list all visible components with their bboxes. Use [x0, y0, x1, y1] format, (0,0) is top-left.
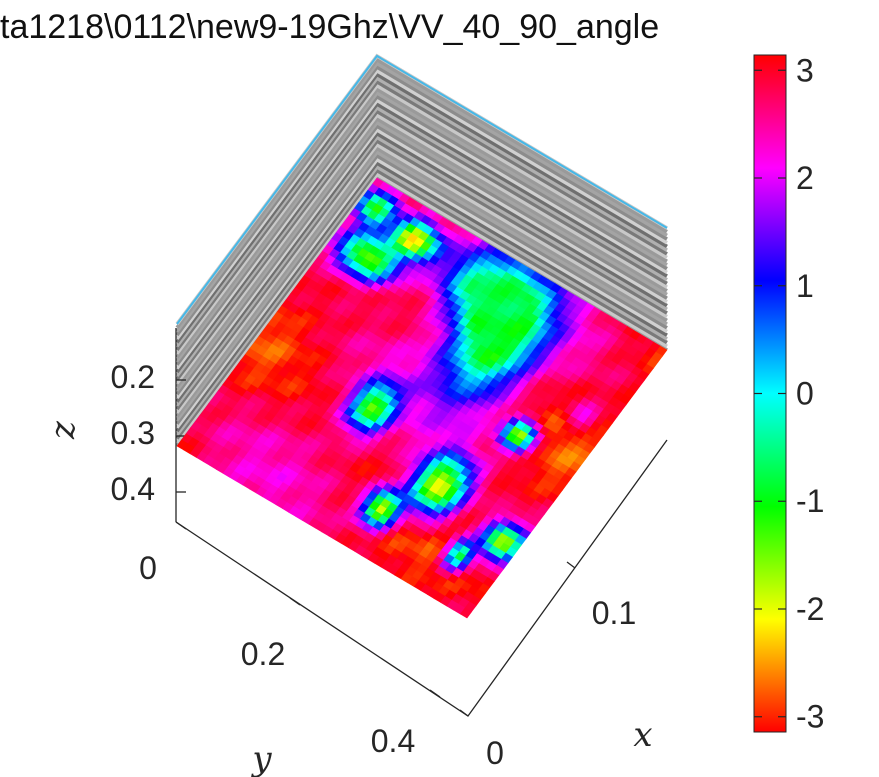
wall-slice-line — [175, 157, 668, 429]
z-tick-label: 0.4 — [111, 471, 155, 507]
wall-slice-line — [175, 120, 668, 392]
y-axis: 0 0.2 0.4 y — [139, 550, 415, 777]
wall-slice-line — [175, 101, 668, 374]
stacked-slice-walls — [175, 53, 668, 448]
wall-slice-line — [175, 64, 668, 337]
axis-tick — [429, 689, 441, 698]
wall-slice-line — [175, 83, 668, 355]
wall-slice-line — [175, 134, 668, 407]
phase-slice-heatmap — [176, 177, 668, 619]
wall-slice-line — [175, 105, 668, 377]
wall-slice-line — [175, 75, 668, 348]
axis-tick — [175, 521, 187, 530]
colorbar: 3 2 1 0 -1 -2 -3 — [753, 52, 824, 735]
colorbar-tick-label: -3 — [796, 699, 824, 735]
z-tick-label: 0.3 — [111, 415, 155, 451]
x-axis-label: x — [633, 715, 652, 755]
wall-slice-line — [175, 97, 668, 370]
wall-slice-line — [175, 72, 668, 344]
y-tick-label: 0 — [139, 550, 157, 586]
wall-slice-line — [175, 57, 668, 329]
axis-tick — [459, 709, 469, 717]
wall-slice-line — [175, 116, 668, 388]
axis-tick — [566, 561, 576, 569]
wall-slice-line — [175, 112, 668, 385]
z-axis: 0.2 0.3 0.4 z — [43, 359, 155, 507]
wall-slice-line — [175, 127, 668, 400]
chart-title: ta1218\0112\new9-19Ghz\VV_40_90_angle — [0, 8, 659, 46]
x-tick-label: 0.1 — [592, 595, 636, 631]
colorbar-ticks: 3 2 1 0 -1 -2 -3 — [754, 52, 824, 735]
wall-slice-line — [175, 146, 668, 418]
wall-slice-line — [175, 149, 668, 422]
colorbar-tick-label: 0 — [796, 376, 814, 412]
wall-slice-line — [175, 86, 668, 359]
colorbar-tick-label: -1 — [796, 483, 824, 519]
wall-slice-line — [175, 153, 668, 425]
colorbar-tick-label: 2 — [796, 160, 814, 196]
wall-slice-line — [175, 109, 668, 381]
axis-tick-lines — [175, 379, 576, 717]
colorbar-tick-label: -2 — [796, 591, 824, 627]
wall-slice-line — [175, 123, 668, 396]
wall-slice-line — [175, 168, 668, 440]
axis-tick — [289, 597, 301, 606]
y-tick-label: 0.2 — [241, 636, 285, 672]
wall-slice-line — [175, 94, 668, 366]
y-tick-label: 0.4 — [371, 723, 415, 759]
wall-slice-line — [175, 138, 668, 411]
wall-top-edge — [176, 54, 668, 325]
colorbar-tick-label: 1 — [796, 268, 814, 304]
y-axis-label: y — [250, 739, 272, 777]
wall-slice-line — [175, 61, 668, 333]
wall-slice-line — [175, 164, 668, 436]
wall-slice-line — [175, 79, 668, 351]
wall-slice-line — [175, 171, 668, 444]
heatmap-cell — [459, 607, 472, 619]
wall-slice-line — [175, 142, 668, 414]
wall-slice-line — [175, 160, 668, 433]
wall-slice-line — [175, 90, 668, 363]
z-axis-label: z — [43, 420, 83, 440]
wall-slice-line — [175, 68, 668, 340]
z-tick-label: 0.2 — [111, 359, 155, 395]
x-axis: 0 0.1 x — [486, 595, 652, 771]
wall-slice-line — [175, 131, 668, 403]
colorbar-tick-label: 3 — [796, 52, 814, 88]
x-tick-label: 0 — [486, 735, 504, 771]
